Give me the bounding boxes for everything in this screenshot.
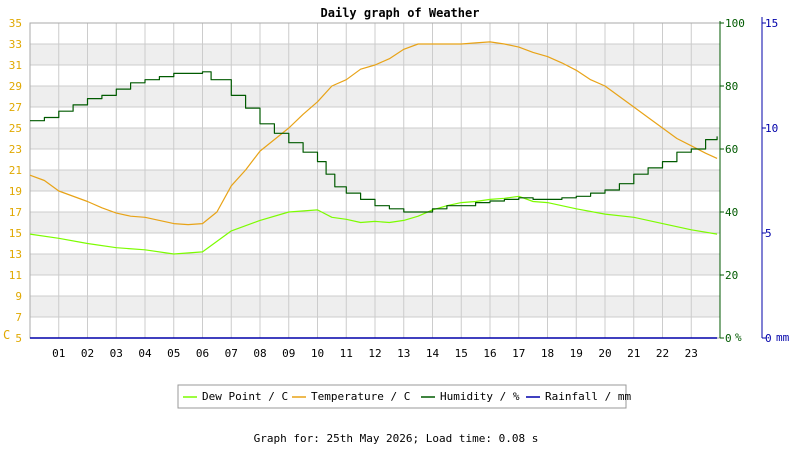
legend-label-rainfall: Rainfall / mm <box>545 390 631 403</box>
left-tick-label: 25 <box>9 122 22 135</box>
x-tick-label: 08 <box>253 347 266 360</box>
rainfall-axis-unit: mm <box>776 331 790 344</box>
x-tick-label: 17 <box>512 347 525 360</box>
legend-box <box>177 384 627 409</box>
legend-label-temperature: Temperature / C <box>311 390 410 403</box>
x-tick-label: 19 <box>570 347 583 360</box>
temperature-line <box>29 41 718 226</box>
legend-label-humidity: Humidity / % <box>440 390 520 403</box>
x-tick-label: 04 <box>138 347 152 360</box>
left-tick-label: 7 <box>15 311 22 324</box>
left-tick-label: 27 <box>9 101 22 114</box>
x-tick-label: 12 <box>368 347 381 360</box>
series-lines <box>29 41 718 339</box>
legend-label-dewpoint: Dew Point / C <box>202 390 288 403</box>
rainfall-tick-label: 0 <box>765 332 772 345</box>
x-tick-label: 21 <box>627 347 640 360</box>
humidity-line <box>30 71 718 213</box>
x-tick-label: 20 <box>598 347 611 360</box>
left-tick-label: 23 <box>9 143 22 156</box>
x-tick-label: 13 <box>397 347 410 360</box>
rainfall-tick-label: 15 <box>765 17 778 30</box>
x-tick-label: 23 <box>685 347 698 360</box>
humidity-tick-label: 20 <box>725 269 738 282</box>
rainfall-tick-label: 10 <box>765 122 778 135</box>
x-tick-label: 01 <box>52 347 65 360</box>
x-tick-label: 15 <box>455 347 468 360</box>
x-tick-label: 10 <box>311 347 324 360</box>
humidity-tick-label: 40 <box>725 206 738 219</box>
left-tick-label: 21 <box>9 164 22 177</box>
x-tick-label: 03 <box>110 347 123 360</box>
left-tick-label: 13 <box>9 248 22 261</box>
left-tick-label: 9 <box>15 290 22 303</box>
left-tick-label: 35 <box>9 17 22 30</box>
humidity-tick-label: 60 <box>725 143 738 156</box>
rainfall-tick-label: 5 <box>765 227 772 240</box>
axes: 01 02 03 04 05 06 07 08 09 10 11 12 13 14 15 16 17 18 19 20… <box>9 17 778 360</box>
x-tick-label: 16 <box>483 347 496 360</box>
humidity-axis-unit: % <box>735 331 742 344</box>
x-tick-label: 11 <box>340 347 353 360</box>
x-tick-label: 14 <box>426 347 440 360</box>
humidity-tick-label: 80 <box>725 80 738 93</box>
x-tick-label: 07 <box>225 347 238 360</box>
chart-title: Daily graph of Weather <box>321 6 480 20</box>
left-tick-label: 11 <box>9 269 22 282</box>
left-tick-label: 29 <box>9 80 22 93</box>
left-axis-unit: C <box>3 328 10 342</box>
footer-text: Graph for: 25th May 2026; Load time: 0.0… <box>254 432 539 445</box>
humidity-tick-label: 100 <box>725 17 745 30</box>
left-tick-label: 33 <box>9 38 22 51</box>
x-tick-label: 06 <box>196 347 209 360</box>
x-tick-label: 02 <box>81 347 94 360</box>
humidity-tick-label: 0 <box>725 332 732 345</box>
left-tick-label: 15 <box>9 227 22 240</box>
x-tick-label: 05 <box>167 347 180 360</box>
left-tick-label: 19 <box>9 185 22 198</box>
vertical-gridlines <box>29 22 721 339</box>
x-tick-label: 22 <box>656 347 669 360</box>
left-tick-label: 31 <box>9 59 22 72</box>
legend: Dew Point / C Temperature / C Humidity /… <box>177 384 631 409</box>
dewpoint-line <box>29 195 718 255</box>
left-tick-label: 5 <box>15 332 22 345</box>
x-tick-label: 18 <box>541 347 554 360</box>
x-tick-label: 09 <box>282 347 295 360</box>
left-tick-label: 17 <box>9 206 22 219</box>
